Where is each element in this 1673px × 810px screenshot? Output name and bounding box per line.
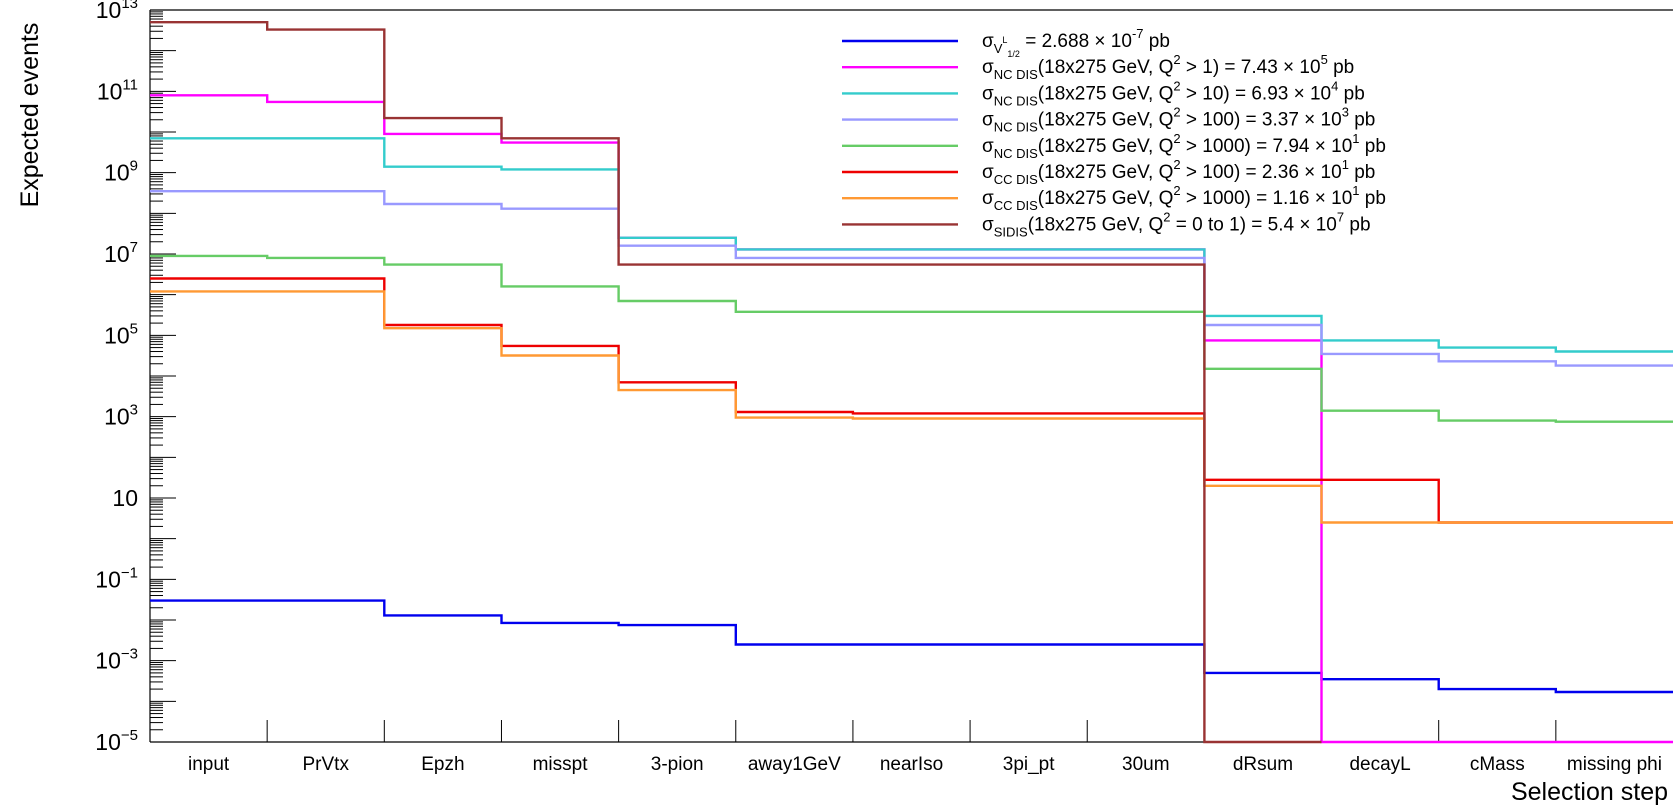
x-axis-title: Selection step — [1511, 778, 1668, 806]
y-tick-label: 103 — [104, 402, 138, 430]
x-tick-label: cMass — [1470, 754, 1525, 775]
x-tick-label: 3pi_pt — [1003, 754, 1055, 775]
legend-entry: σCC DIS(18x275 GeV, Q2 > 100) = 2.36 × 1… — [982, 157, 1375, 187]
y-tick-label: 10 — [112, 485, 138, 511]
legend-entry: σSIDIS(18x275 GeV, Q2 = 0 to 1) = 5.4 × … — [982, 209, 1371, 239]
legend-entry: σCC DIS(18x275 GeV, Q2 > 1000) = 1.16 × … — [982, 183, 1386, 213]
legend-entry: σVL1/2 = 2.688 × 10-7 pb — [982, 26, 1170, 59]
legend-entry: σNC DIS(18x275 GeV, Q2 > 100) = 3.37 × 1… — [982, 105, 1375, 135]
series-line — [150, 277, 1673, 524]
legend-entry: σNC DIS(18x275 GeV, Q2 > 1) = 7.43 × 105… — [982, 52, 1354, 82]
y-tick-label: 10−1 — [95, 564, 138, 592]
series-line — [150, 599, 1673, 694]
series-lines — [150, 21, 1673, 744]
x-tick-label: Epzh — [421, 754, 464, 775]
y-tick-label: 105 — [104, 320, 138, 348]
x-tick-label: missing phi — [1567, 754, 1662, 775]
axis-ticks — [150, 9, 1557, 743]
x-tick-label: misspt — [533, 754, 589, 775]
y-tick-label: 1011 — [97, 76, 138, 104]
x-tick-label: decayL — [1349, 754, 1410, 775]
y-tick-label: 10−3 — [95, 646, 138, 674]
x-tick-label: input — [188, 754, 230, 775]
x-tick-label: away1GeV — [748, 754, 841, 775]
series-line — [150, 190, 1673, 367]
y-axis-title: Expected events — [16, 23, 44, 208]
legend-entry: σNC DIS(18x275 GeV, Q2 > 1000) = 7.94 × … — [982, 131, 1386, 161]
x-tick-label: 3-pion — [651, 754, 704, 775]
x-tick-label: 30um — [1122, 754, 1170, 775]
y-tick-label: 10−5 — [95, 727, 138, 755]
y-tick-label: 1013 — [96, 0, 138, 23]
series-line — [150, 254, 1673, 423]
series-line — [150, 21, 1322, 744]
x-tick-label: PrVtx — [303, 754, 350, 775]
axis-labels: 1013 1011 109 107 105 103 10 10−1 10−3 10−5 input P… — [95, 0, 1662, 775]
series-line — [150, 137, 1673, 353]
legend-entry: σNC DIS(18x275 GeV, Q2 > 10) = 6.93 × 10… — [982, 78, 1365, 108]
series-line — [150, 290, 1673, 524]
y-tick-label: 109 — [104, 158, 138, 186]
x-tick-label: dRsum — [1233, 754, 1293, 775]
x-tick-label: nearIso — [880, 754, 943, 775]
y-tick-label: 107 — [104, 239, 138, 267]
